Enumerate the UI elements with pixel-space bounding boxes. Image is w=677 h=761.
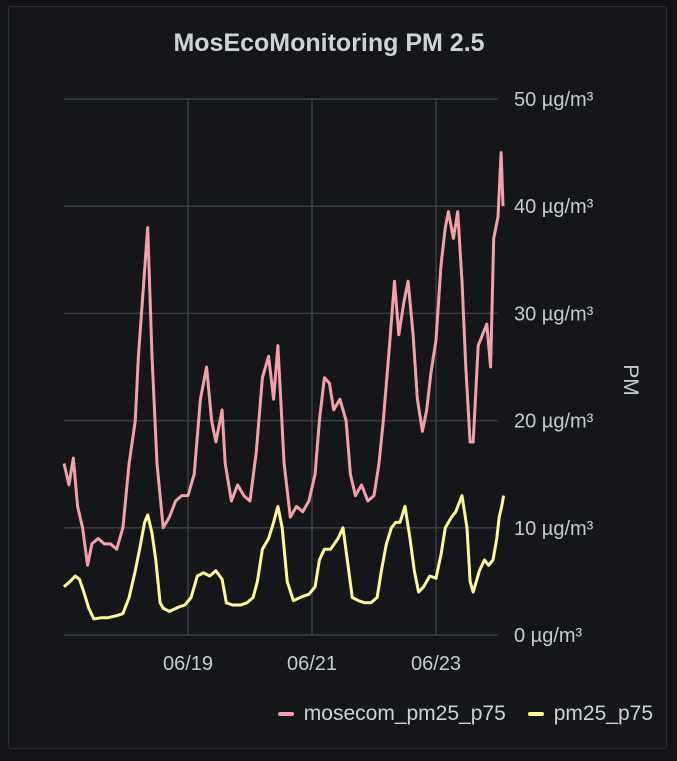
y-axis-label: PM bbox=[619, 364, 642, 396]
y-tick-label: 0 µg/m³ bbox=[514, 625, 583, 647]
chart-title: MosEcoMonitoring PM 2.5 bbox=[173, 29, 485, 57]
legend-label-pm25: pm25_p75 bbox=[553, 702, 653, 725]
y-tick-label: 40 µg/m³ bbox=[514, 196, 594, 218]
legend-swatch-mosecom bbox=[277, 712, 294, 716]
x-tick-label: 06/19 bbox=[163, 653, 213, 675]
x-tick-label: 06/23 bbox=[411, 653, 461, 675]
y-tick-label: 10 µg/m³ bbox=[514, 518, 594, 540]
y-tick-label: 20 µg/m³ bbox=[514, 411, 594, 433]
chart-panel: MosEcoMonitoring PM 2.5 bbox=[8, 6, 667, 749]
x-tick-label: 06/21 bbox=[287, 653, 337, 675]
y-tick-labels: 0 µg/m³ 10 µg/m³ 20 µg/m³ 30 µg/m³ 40 µg/m³ 5… bbox=[514, 89, 594, 647]
legend-swatch-pm25 bbox=[527, 712, 544, 716]
series-lines bbox=[62, 151, 506, 621]
legend-item-mosecom[interactable]: mosecom_pm25_p75 bbox=[277, 702, 506, 726]
series-line-mosecom_pm25_p75 bbox=[62, 151, 505, 567]
legend-label-mosecom: mosecom_pm25_p75 bbox=[303, 702, 506, 725]
legend: mosecom_pm25_p75 pm25_p75 bbox=[277, 702, 653, 726]
x-tick-labels: 06/19 06/21 06/23 bbox=[163, 653, 461, 675]
series-line-pm25_p75 bbox=[63, 494, 506, 621]
y-tick-label: 30 µg/m³ bbox=[514, 303, 594, 325]
y-tick-label: 50 µg/m³ bbox=[514, 89, 594, 111]
legend-item-pm25[interactable]: pm25_p75 bbox=[527, 702, 653, 726]
